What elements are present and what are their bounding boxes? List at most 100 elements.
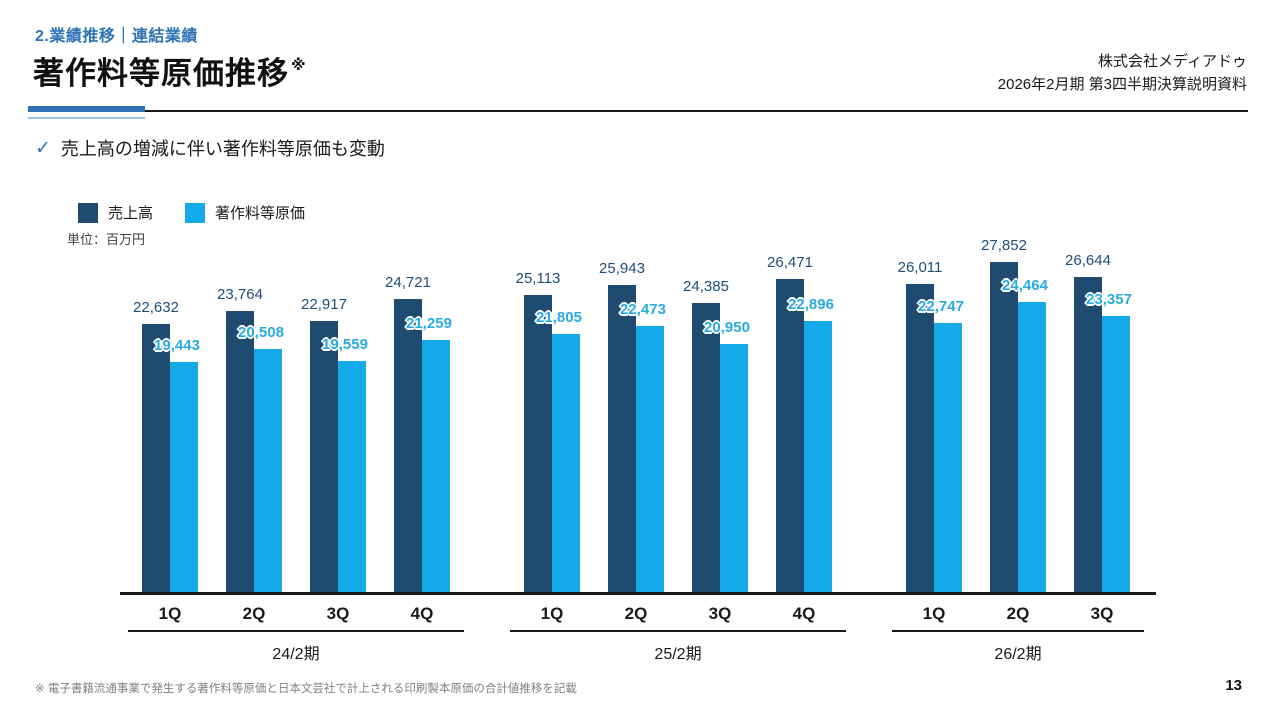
cost-legend-swatch bbox=[185, 202, 206, 223]
cost-value-label: 20,508 bbox=[238, 324, 284, 341]
sales-bar bbox=[692, 303, 720, 592]
sales-bar bbox=[524, 295, 552, 592]
period-label: 25/2期 bbox=[654, 646, 702, 663]
sales-value-label: 22,917 bbox=[301, 296, 347, 313]
bar-pair: 24,385 20,950 bbox=[683, 250, 750, 592]
section-label: 2.業績推移｜連結業績 bbox=[35, 28, 198, 45]
cost-value-label: 21,259 bbox=[406, 315, 452, 332]
period-underline bbox=[892, 630, 1144, 632]
cost-bar bbox=[636, 326, 664, 592]
bar-pair: 23,764 20,508 bbox=[217, 250, 284, 592]
cost-bar bbox=[934, 323, 962, 592]
chart-legend: 売上高 著作料等原価 bbox=[78, 202, 305, 223]
period-label: 26/2期 bbox=[994, 646, 1042, 663]
quarter-label: 2Q bbox=[624, 604, 648, 623]
sales-value-label: 24,385 bbox=[683, 278, 729, 295]
cost-value-label: 19,559 bbox=[322, 336, 368, 353]
legend-item-sales: 売上高 bbox=[78, 202, 153, 223]
sales-value-label: 25,113 bbox=[515, 270, 561, 287]
sales-value-label: 27,852 bbox=[981, 237, 1027, 254]
sales-legend-swatch bbox=[78, 202, 98, 223]
title-rule-line bbox=[28, 110, 1248, 112]
bar-chart: 22,632 19,443 23,764 20,508 22,917 19,559 24,7… bbox=[120, 237, 1156, 664]
period-underline bbox=[510, 630, 846, 632]
quarter-label-row: 1Q 2Q 3Q 4Q bbox=[510, 604, 846, 624]
sales-bar bbox=[990, 262, 1018, 592]
period-section: 25,113 21,805 25,943 22,473 24,385 20,950 26,4… bbox=[510, 250, 846, 664]
bars-row: 22,632 19,443 23,764 20,508 22,917 19,559 24,7… bbox=[128, 250, 464, 592]
cost-value-label: 22,473 bbox=[620, 301, 666, 318]
quarter-slot: 24,385 20,950 bbox=[678, 250, 762, 592]
quarter-label: 4Q bbox=[410, 604, 434, 623]
cost-bar bbox=[720, 344, 748, 592]
cost-value-label: 21,805 bbox=[536, 309, 582, 326]
sales-legend-label: 売上高 bbox=[108, 205, 154, 222]
sales-value-label: 23,764 bbox=[217, 286, 263, 303]
title-rule-accent-thin bbox=[28, 117, 145, 119]
title-note-mark: ※ bbox=[291, 57, 307, 74]
keypoint: ✓ 売上高の増減に伴い著作料等原価も変動 bbox=[35, 135, 385, 161]
keypoint-text: 売上高の増減に伴い著作料等原価も変動 bbox=[60, 139, 385, 159]
sales-bar bbox=[394, 299, 422, 592]
sales-bar bbox=[142, 324, 170, 592]
unit-label: 単位：百万円 bbox=[67, 232, 146, 247]
quarter-slot: 24,721 21,259 bbox=[380, 250, 464, 592]
quarter-label-row: 1Q 2Q 3Q bbox=[892, 604, 1144, 624]
cost-value-label: 24,464 bbox=[1002, 277, 1048, 294]
x-axis-line bbox=[120, 592, 1156, 595]
bar-pair: 27,852 24,464 bbox=[981, 237, 1048, 592]
quarter-slot: 25,113 21,805 bbox=[510, 250, 594, 592]
period-underline bbox=[128, 630, 464, 632]
period-section: 26,011 22,747 27,852 24,464 26,644 23,357 1Q 2Q… bbox=[892, 237, 1144, 664]
cost-value-label: 23,357 bbox=[1086, 291, 1132, 308]
period-section: 22,632 19,443 23,764 20,508 22,917 19,559 24,7… bbox=[128, 250, 464, 664]
quarter-label: 2Q bbox=[242, 604, 266, 623]
quarter-label: 1Q bbox=[540, 604, 564, 623]
quarter-label: 1Q bbox=[922, 604, 946, 623]
bar-pair: 25,113 21,805 bbox=[516, 250, 582, 592]
bar-pair: 24,721 21,259 bbox=[385, 250, 452, 592]
title-rule-accent bbox=[28, 106, 145, 112]
quarter-label: 3Q bbox=[708, 604, 732, 623]
sales-bar bbox=[608, 285, 636, 592]
sales-value-label: 26,471 bbox=[767, 254, 813, 271]
cost-bar bbox=[170, 362, 198, 592]
quarter-slot: 26,644 23,357 bbox=[1060, 250, 1144, 592]
page-title-text: 著作料等原価推移 bbox=[33, 56, 289, 91]
sales-value-label: 26,644 bbox=[1065, 252, 1111, 269]
quarter-label: 3Q bbox=[1090, 604, 1114, 623]
quarter-slot: 22,917 19,559 bbox=[296, 250, 380, 592]
bars-row: 25,113 21,805 25,943 22,473 24,385 20,950 26,4… bbox=[510, 250, 846, 592]
check-icon: ✓ bbox=[35, 137, 51, 159]
quarter-label: 4Q bbox=[792, 604, 816, 623]
cost-bar bbox=[338, 361, 366, 592]
title-rule bbox=[28, 106, 1248, 120]
cost-bar bbox=[1102, 316, 1130, 592]
cost-bar bbox=[552, 334, 580, 592]
quarter-slot: 27,852 24,464 bbox=[976, 237, 1060, 592]
cost-bar bbox=[254, 349, 282, 592]
sales-bar bbox=[906, 284, 934, 592]
quarter-slot: 25,943 22,473 bbox=[594, 250, 678, 592]
sales-bar bbox=[310, 321, 338, 592]
cost-bar bbox=[804, 321, 832, 592]
sales-value-label: 25,943 bbox=[599, 260, 645, 277]
cost-value-label: 19,443 bbox=[154, 337, 200, 354]
sales-value-label: 26,011 bbox=[897, 259, 943, 276]
period-label: 24/2期 bbox=[272, 646, 320, 663]
chart-plot: 22,632 19,443 23,764 20,508 22,917 19,559 24,7… bbox=[128, 237, 1144, 664]
document-title: 2026年2月期 第3四半期決算説明資料 bbox=[997, 76, 1247, 94]
bar-pair: 25,943 22,473 bbox=[599, 250, 666, 592]
cost-bar bbox=[422, 340, 450, 592]
bar-pair: 26,011 22,747 bbox=[898, 250, 964, 592]
cost-bar bbox=[1018, 302, 1046, 592]
sales-bar bbox=[776, 279, 804, 592]
sales-value-label: 22,632 bbox=[133, 299, 179, 316]
cost-value-label: 22,747 bbox=[918, 298, 964, 315]
bar-pair: 22,917 19,559 bbox=[301, 250, 368, 592]
quarter-slot: 26,011 22,747 bbox=[892, 250, 976, 592]
cost-legend-label: 著作料等原価 bbox=[215, 205, 306, 222]
bar-pair: 22,632 19,443 bbox=[133, 250, 200, 592]
quarter-slot: 26,471 22,896 bbox=[762, 250, 846, 592]
